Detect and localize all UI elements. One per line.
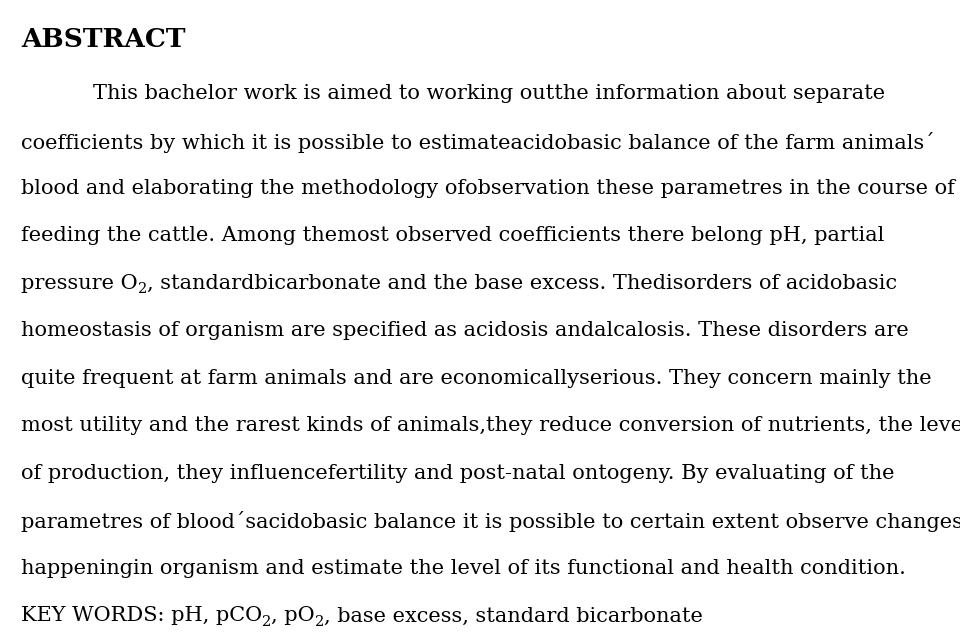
Text: ABSTRACT: ABSTRACT bbox=[21, 27, 185, 52]
Text: KEY WORDS: pH, pCO: KEY WORDS: pH, pCO bbox=[21, 606, 262, 626]
Text: happeningin organism and estimate the level of its functional and health conditi: happeningin organism and estimate the le… bbox=[21, 559, 906, 578]
Text: 2: 2 bbox=[262, 615, 272, 629]
Text: coefficients by which it is possible to estimateacidobasic balance of the farm a: coefficients by which it is possible to … bbox=[21, 132, 935, 152]
Text: 2: 2 bbox=[137, 282, 147, 296]
Text: , standardbicarbonate and the base excess. Thedisorders of acidobasic: , standardbicarbonate and the base exces… bbox=[147, 274, 897, 293]
Text: 2: 2 bbox=[315, 615, 324, 629]
Text: quite frequent at farm animals and are economicallyserious. They concern mainly : quite frequent at farm animals and are e… bbox=[21, 369, 932, 388]
Text: This bachelor work is aimed to working outthe information about separate: This bachelor work is aimed to working o… bbox=[93, 84, 885, 103]
Text: blood and elaborating the methodology ofobservation these parametres in the cour: blood and elaborating the methodology of… bbox=[21, 179, 955, 198]
Text: pressure O: pressure O bbox=[21, 274, 137, 293]
Text: , base excess, standard bicarbonate: , base excess, standard bicarbonate bbox=[324, 606, 704, 626]
Text: parametres of blood´sacidobasic balance it is possible to certain extent observe: parametres of blood´sacidobasic balance … bbox=[21, 511, 960, 532]
Text: , pO: , pO bbox=[272, 606, 315, 626]
Text: homeostasis of organism are specified as acidosis andalcalosis. These disorders : homeostasis of organism are specified as… bbox=[21, 321, 909, 340]
Text: most utility and the rarest kinds of animals,they reduce conversion of nutrients: most utility and the rarest kinds of ani… bbox=[21, 417, 960, 435]
Text: feeding the cattle. Among themost observed coefficients there belong pH, partial: feeding the cattle. Among themost observ… bbox=[21, 226, 884, 245]
Text: of production, they influencefertility and post-natal ontogeny. By evaluating of: of production, they influencefertility a… bbox=[21, 464, 895, 483]
